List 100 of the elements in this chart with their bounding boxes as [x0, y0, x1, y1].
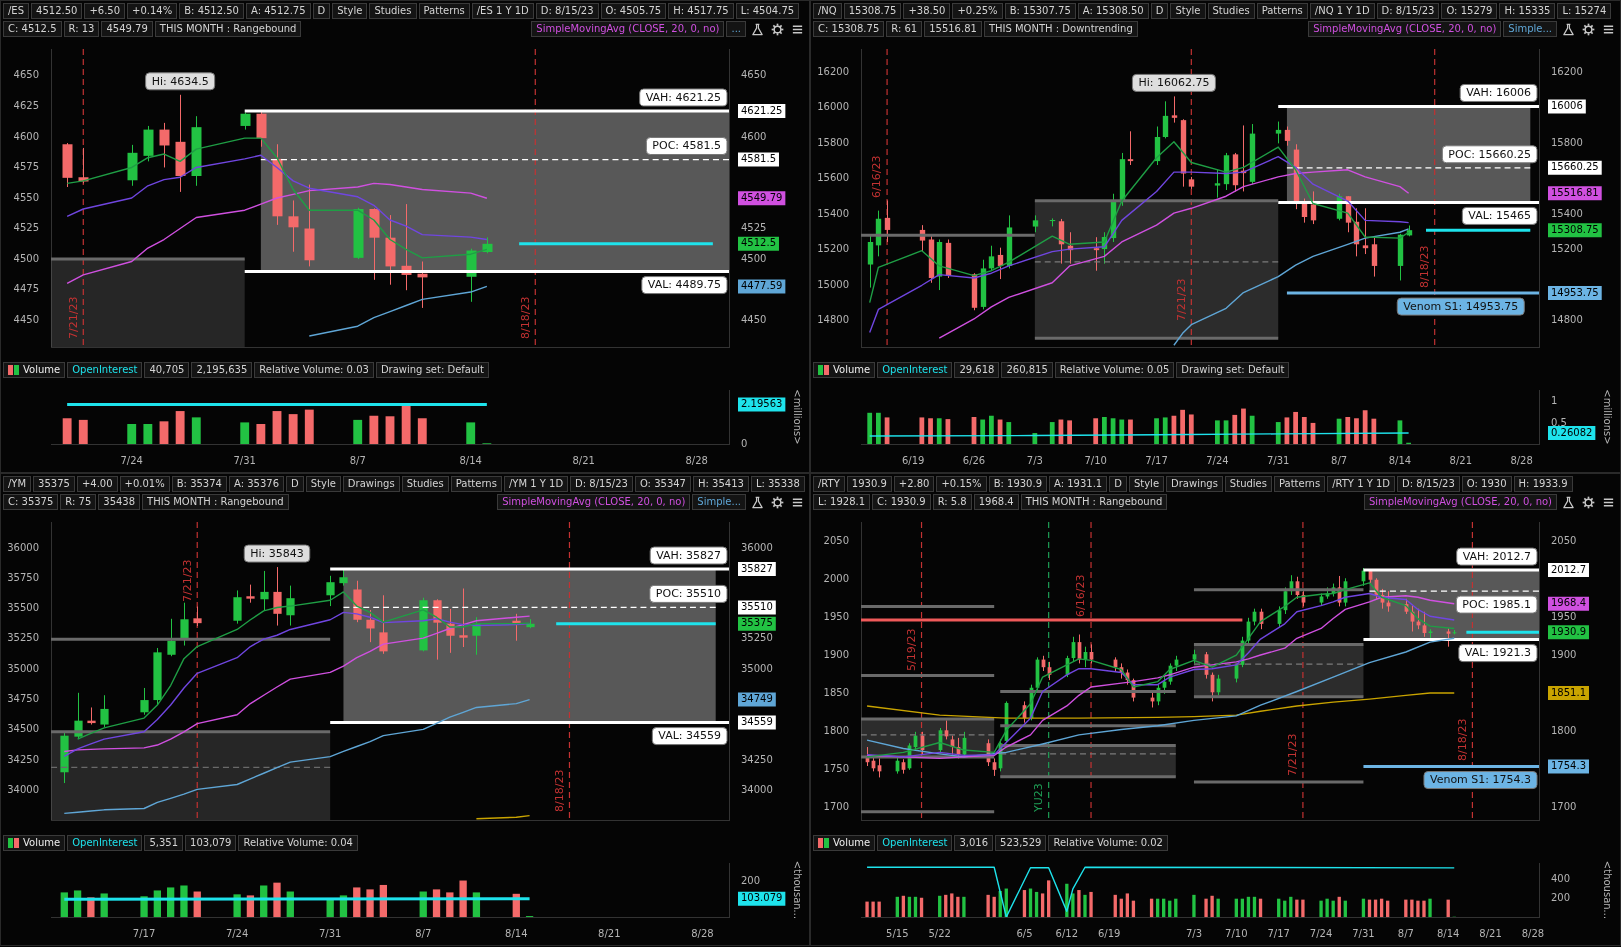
y-tick-label: 1800 [823, 725, 849, 737]
y-tick-label: 1700 [823, 801, 849, 813]
text: Drawing set: Default [375, 362, 490, 378]
text: Drawings [342, 476, 400, 492]
y-tick-label: 4625 [13, 100, 39, 111]
annotation: POC: 1985.1 [1462, 597, 1531, 611]
text: 4549.79 [101, 21, 153, 37]
y2-tick-label: 34749 [741, 693, 773, 705]
ref-line-label: 6/16/23 [1074, 574, 1088, 617]
text: A: 15308.50 [1077, 3, 1149, 19]
y-tick-label: 34500 [7, 723, 39, 735]
annotation: POC: 4581.5 [652, 139, 721, 153]
text: THIS MONTH : Downtrending [983, 21, 1138, 37]
annotation: Hi: 16062.75 [1138, 76, 1210, 90]
x-tick-label: 7/3 [1185, 927, 1202, 939]
x-tick-label: 7/24 [1309, 927, 1333, 939]
text: 103,079 [185, 835, 237, 851]
text: 1968.4 [973, 494, 1019, 510]
y-tick-label: 15600 [817, 172, 849, 184]
text: D: 8/15/23 [1376, 3, 1440, 19]
x-tick-label: 7/10 [1084, 454, 1107, 466]
y-tick-label: 35500 [7, 602, 39, 614]
text: +2.80 [893, 476, 935, 492]
text: Drawing set: Default [1176, 362, 1290, 378]
x-tick-label: 7/17 [1267, 927, 1290, 939]
annotation: VAH: 35827 [656, 548, 722, 562]
text: Studies [1207, 3, 1255, 19]
y-tick-label: 34750 [7, 693, 39, 705]
annotation: VAH: 2012.7 [1462, 549, 1531, 563]
y2-tick-label: 15516.81 [1551, 186, 1599, 198]
ref-line-label: 7/21/23 [1286, 733, 1300, 776]
x-tick-label: 8/28 [1510, 454, 1533, 466]
text: D: 8/15/23 [535, 3, 599, 19]
y-tick-label: 103.079 [741, 892, 783, 904]
x-tick-label: 6/5 [1016, 927, 1033, 939]
y-tick-label: 15800 [817, 136, 849, 148]
y2-tick-label: 35827 [741, 562, 773, 574]
x-tick-label: 6/19 [1097, 927, 1121, 939]
x-tick-label: 8/14 [459, 454, 482, 466]
text: H: 4517.75 [668, 3, 734, 19]
x-tick-label: 8/14 [1436, 927, 1460, 939]
x-tick-label: 7/24 [1206, 454, 1229, 466]
x-tick-label: 8/7 [415, 927, 432, 939]
y-tick-label: 2000 [823, 573, 849, 585]
text: O: 4505.75 [600, 3, 667, 19]
ref-line-label: 5/19/23 [904, 628, 918, 671]
text: THIS MONTH : Rangebound [1020, 494, 1168, 510]
y-tick-label: 1850 [823, 687, 849, 699]
y2-tick-label: 16006 [1551, 100, 1583, 112]
x-tick-label: 7/24 [120, 454, 143, 466]
text: O: 1930 [1461, 476, 1512, 492]
y2-tick-label: 15308.75 [1551, 223, 1599, 235]
x-tick-label: 8/14 [1388, 454, 1412, 466]
text: /ES [3, 3, 30, 19]
text: D: 8/15/23 [1397, 476, 1460, 492]
y-tick-label: 0 [741, 437, 748, 449]
text: Studies [369, 3, 417, 19]
x-tick-label: 8/28 [685, 454, 708, 466]
y-tick-label: 200 [741, 875, 761, 887]
y-tick-label: 0.26082 [1551, 426, 1593, 438]
text: +38.50 [903, 3, 951, 19]
y-axis-title: <millions> [1602, 389, 1614, 445]
y2-tick-label: 14953.75 [1551, 286, 1599, 298]
annotation: Hi: 35843 [250, 546, 304, 560]
annotation: VAH: 16006 [1466, 86, 1532, 100]
x-tick-label: 7/31 [1352, 927, 1375, 939]
ref-line-label: 7/21/23 [180, 559, 194, 602]
y-tick-label: 4475 [13, 283, 39, 295]
text: Style [1170, 3, 1206, 19]
text: +0.01% [119, 476, 170, 492]
text: ... [731, 22, 741, 36]
text: Simple... [697, 495, 741, 509]
text: Drawings [1166, 476, 1223, 492]
text: 35375 [33, 476, 75, 492]
y-tick-label: 0.5 [1551, 416, 1567, 428]
x-tick-label: 6/12 [1055, 927, 1079, 939]
x-tick-label: 7/31 [1267, 454, 1290, 466]
text: R: 5.8 [932, 494, 972, 510]
text: Style [332, 3, 368, 19]
x-tick-label: 8/14 [505, 927, 528, 939]
y2-tick-label: 2012.7 [1551, 563, 1586, 575]
x-tick-label: 6/26 [962, 454, 986, 466]
y2-tick-label: 1968.4 [1551, 597, 1586, 609]
x-tick-label: 8/7 [1397, 927, 1414, 939]
x-tick-label: 8/7 [349, 454, 366, 466]
text: D [312, 3, 331, 19]
text: 40,705 [144, 362, 190, 378]
text: 260,815 [1001, 362, 1053, 378]
x-tick-label: 7/10 [1225, 927, 1248, 939]
ref-line-label: 7/21/23 [1174, 278, 1188, 321]
x-tick-label: 7/17 [132, 927, 156, 939]
y-tick-label: 34250 [7, 753, 39, 765]
x-tick-label: 7/31 [318, 927, 342, 939]
x-tick-label: 5/22 [928, 927, 951, 939]
text: O: 35347 [634, 476, 691, 492]
y2-tick-label: 4549.79 [741, 191, 783, 203]
text: A: 35376 [228, 476, 284, 492]
y-tick-label: 1 [1551, 395, 1558, 407]
text: Patterns [450, 476, 502, 492]
y2-tick-label: 1930.9 [1551, 625, 1586, 637]
